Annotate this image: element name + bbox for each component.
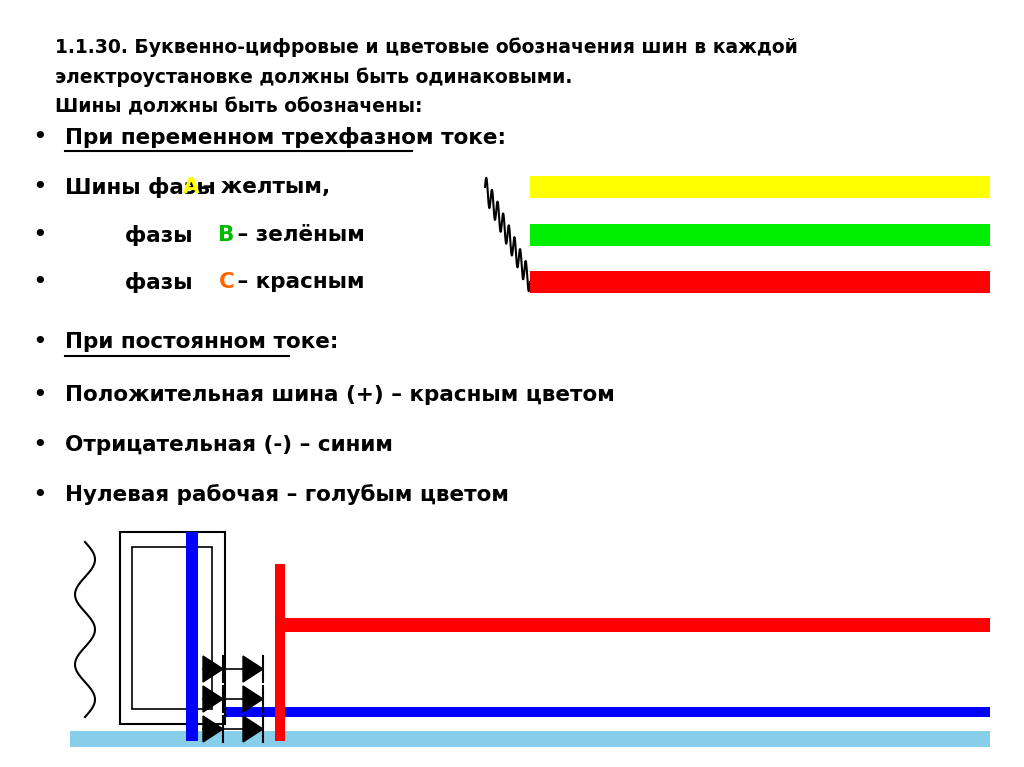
Text: •: • [33, 175, 47, 199]
Bar [530, 224, 990, 246]
Text: Нулевая рабочая – голубым цветом: Нулевая рабочая – голубым цветом [65, 485, 509, 505]
Polygon shape [203, 656, 223, 682]
Text: При постоянном токе:: При постоянном токе: [65, 332, 338, 352]
Text: •: • [33, 383, 47, 407]
Text: •: • [33, 483, 47, 507]
Polygon shape [203, 686, 223, 712]
Text: •: • [33, 125, 47, 149]
Bar [186, 532, 198, 741]
Text: С: С [218, 272, 234, 292]
Text: •: • [33, 223, 47, 247]
Bar [280, 618, 990, 632]
Text: А: А [183, 177, 200, 197]
Text: электроустановке должны быть одинаковыми.: электроустановке должны быть одинаковыми… [55, 67, 572, 87]
Text: фазы: фазы [65, 225, 200, 245]
Bar [70, 731, 990, 747]
Text: •: • [33, 270, 47, 294]
Text: •: • [33, 330, 47, 354]
Polygon shape [243, 686, 263, 712]
Polygon shape [243, 716, 263, 742]
Text: Отрицательная (-) – синим: Отрицательная (-) – синим [65, 435, 393, 455]
Bar [530, 176, 990, 198]
Bar [180, 707, 990, 717]
Text: фазы: фазы [65, 272, 200, 292]
Bar [530, 271, 990, 293]
Text: 1.1.30. Буквенно-цифровые и цветовые обозначения шин в каждой: 1.1.30. Буквенно-цифровые и цветовые обо… [55, 37, 798, 57]
Bar [120, 532, 225, 724]
Text: При переменном трехфазном токе:: При переменном трехфазном токе: [65, 127, 506, 147]
Text: Шины фазы: Шины фазы [65, 176, 223, 197]
Text: Положительная шина (+) – красным цветом: Положительная шина (+) – красным цветом [65, 385, 614, 405]
Text: •: • [33, 433, 47, 457]
Polygon shape [243, 656, 263, 682]
Bar [275, 564, 285, 741]
Text: – зелёным: – зелёным [230, 225, 366, 245]
Text: Шины должны быть обозначены:: Шины должны быть обозначены: [55, 97, 423, 116]
Text: – красным: – красным [230, 272, 365, 292]
Polygon shape [203, 716, 223, 742]
Bar [132, 547, 212, 709]
Text: – желтым,: – желтым, [195, 177, 330, 197]
Text: В: В [218, 225, 234, 245]
